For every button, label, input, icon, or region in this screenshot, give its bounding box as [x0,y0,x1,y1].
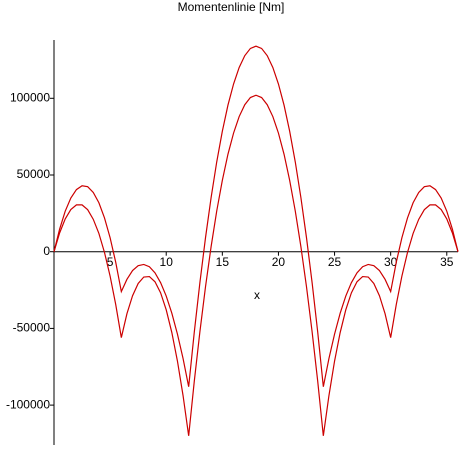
x-tick-label: 15 [216,255,230,269]
y-tick-label: -50000 [13,321,51,335]
x-tick-label: 25 [328,255,342,269]
x-axis-label: x [254,288,260,302]
x-tick-label: 10 [160,255,174,269]
y-tick-label: -100000 [6,397,50,411]
y-tick-label: 0 [43,244,50,258]
y-tick-label: 50000 [17,167,51,181]
y-tick-label: 100000 [10,90,50,104]
x-tick-label: 35 [440,255,454,269]
series-line [53,94,459,436]
x-tick-label: 30 [384,255,398,269]
chart-title: Momentenlinie [Nm] [178,0,285,14]
x-tick-label: 5 [107,255,114,269]
x-tick-label: 20 [272,255,286,269]
series-line [53,45,459,387]
